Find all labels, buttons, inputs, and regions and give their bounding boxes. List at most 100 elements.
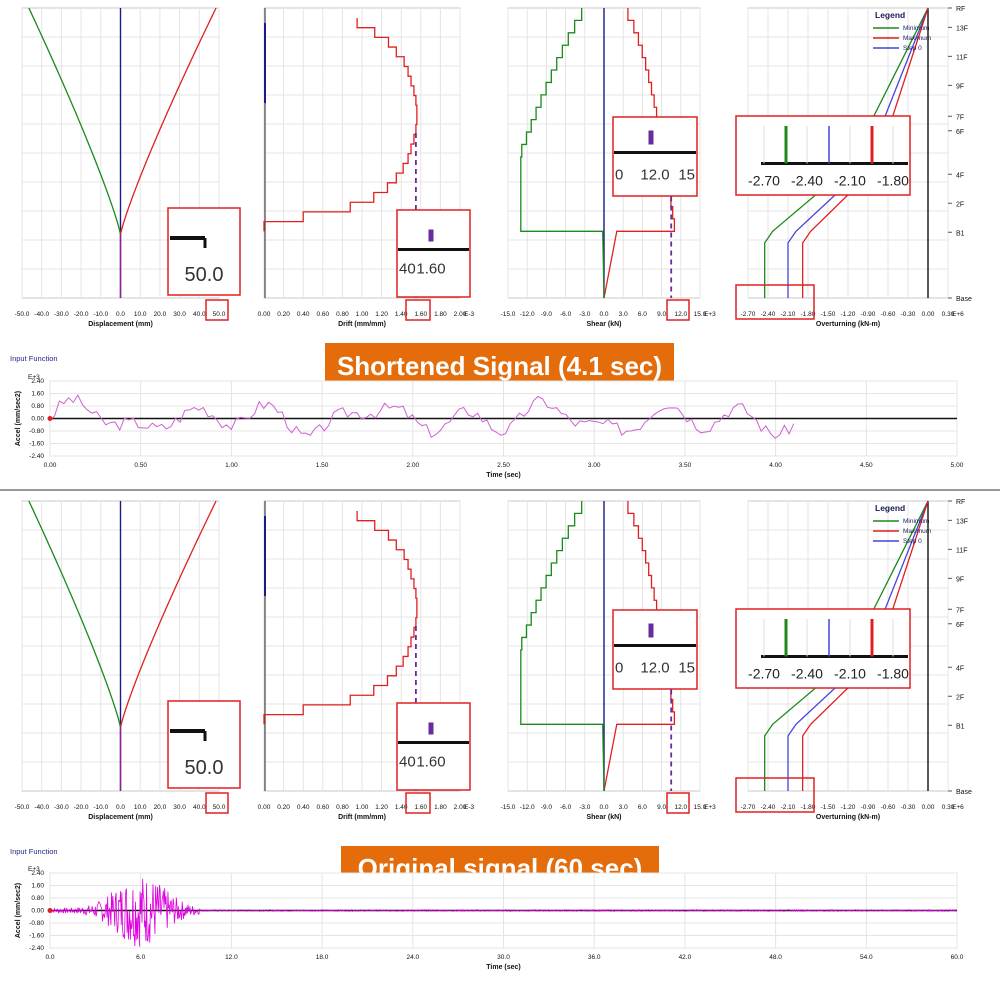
zoom-label: 50.0 [185,264,224,286]
x-tick-label: 1.00 [356,311,369,318]
x-axis-exponent: E-3 [464,804,475,811]
zoom-label: -2.40 [791,666,823,682]
x-tick-label: 12.0 [225,954,238,961]
zoom-box [612,609,698,690]
story-label: 6F [956,129,964,136]
zoom-label: 1.60 [416,754,445,771]
x-tick-label: -10.0 [93,804,108,811]
x-tick-label: 1.50 [316,462,329,469]
top-shear-zoom-inset: 0 12.0 15 [612,116,698,197]
story-label: 13F [956,25,968,32]
x-tick-label: 15.0 [694,311,707,318]
x-tick-label: -12.0 [520,804,535,811]
x-axis-label: Overturning (kN-m) [816,321,880,328]
maximum-curve [802,7,929,298]
x-tick-label: 0.00 [922,311,935,318]
x-tick-label: 54.0 [860,954,873,961]
bottom-accel-plot: Input Function E+3 0.0 6.0 12.0 18.0 24.0 30.0 3… [10,847,964,971]
story-label: Base [956,296,972,303]
x-tick-label: 3.0 [619,311,628,318]
zoom-box [396,702,471,791]
top-overturning-zoom-inset: -2.70 -2.40 -2.10 -1.80 [735,115,911,196]
x-tick-label: 1.20 [375,804,388,811]
section-divider [0,489,1000,491]
x-tick-label: 1.40 [395,804,408,811]
minimum-curve [28,500,122,728]
x-tick-label: 3.0 [619,804,628,811]
maximum-curve [802,500,929,791]
zoom-label: -2.10 [834,173,866,189]
x-tick-label: 30.0 [173,804,186,811]
maximum-curve [119,7,217,235]
x-tick-label: 4.00 [769,462,782,469]
x-tick-label: 15.0 [694,804,707,811]
x-tick-label: -0.30 [901,311,916,318]
top-accel-plot: Input Function E+3 0.00 0.50 1.00 1.50 2.00 2.5… [10,354,964,479]
highlight-box [205,299,229,321]
x-tick-label: -6.0 [560,311,572,318]
y-tick-label: 0.80 [31,895,44,902]
top-drift-zoom-inset: 40 1.60 [396,209,471,298]
x-tick-label: 1.20 [375,311,388,318]
x-tick-label: 50.0 [213,804,226,811]
x-tick-label: 0.0 [116,804,125,811]
x-tick-label: -30.0 [54,311,69,318]
y-tick-label: -0.80 [29,428,44,435]
x-tick-label: 9.0 [657,311,666,318]
x-tick-label: -2.40 [761,311,776,318]
x-tick-label: 2.50 [497,462,510,469]
highlight-box [405,299,431,321]
x-tick-label: 0.60 [316,804,329,811]
x-tick-label: 0.0 [45,954,54,961]
minimum-curve [520,8,605,299]
zoom-label: -2.70 [748,666,780,682]
x-axis-label: Displacement (mm) [88,321,153,328]
x-axis-exponent: E+3 [704,311,716,318]
x-tick-label: 3.00 [588,462,601,469]
x-tick-label: -1.50 [821,311,836,318]
y-tick-label: -1.60 [29,441,44,448]
x-tick-label: -0.30 [901,804,916,811]
legend-entry: Minimum [903,25,929,32]
x-tick-label: -0.60 [881,804,896,811]
x-tick-label: -3.0 [579,804,591,811]
x-tick-label: 2.00 [406,462,419,469]
x-tick-label: 36.0 [588,954,601,961]
zoom-label: 1.60 [416,261,445,278]
top-displacement-plot: -50.0 -40.0 -30.0 -20.0 -10.0 0.0 10.0 20.0 30.0… [15,7,226,328]
zoom-box [612,116,698,197]
x-tick-label: 0.30 [942,311,955,318]
x-tick-label: -9.0 [541,311,553,318]
x-tick-label: -20.0 [74,311,89,318]
x-tick-label: 0.0 [116,311,125,318]
story-label: 9F [956,83,964,90]
x-tick-label: -0.60 [881,311,896,318]
minimum-curve [28,7,122,235]
input-function-title: Input Function [10,847,58,856]
story-label: 9F [956,576,964,583]
x-tick-label: -2.70 [741,804,756,811]
x-tick-label: 1.00 [356,804,369,811]
step-curve [787,500,929,791]
x-tick-label: -0.90 [861,311,876,318]
accel-signal [49,394,795,439]
x-tick-label: 10.0 [134,311,147,318]
x-tick-label: 0.40 [297,311,310,318]
x-tick-label: 0.00 [44,462,57,469]
y-tick-label: 0.00 [31,416,44,423]
legend-entry: Step 0 [903,45,922,52]
x-tick-label: 18.0 [316,954,329,961]
zoom-label: -2.40 [791,173,823,189]
x-tick-label: 0.60 [316,311,329,318]
zoom-label: 15 [678,660,695,677]
zoom-label: -1.80 [877,666,909,682]
x-tick-label: 20.0 [154,311,167,318]
top-section: -50.0 -40.0 -30.0 -20.0 -10.0 0.0 10.0 20.0 30.0… [10,6,972,479]
x-axis-label: Displacement (mm) [88,814,153,821]
zoom-label: 12.0 [640,167,669,184]
x-tick-label: 40.0 [193,804,206,811]
story-label: B1 [956,723,965,730]
zoom-box [735,608,911,689]
y-tick-label: 1.60 [31,391,44,398]
y-tick-label: 1.60 [31,883,44,890]
